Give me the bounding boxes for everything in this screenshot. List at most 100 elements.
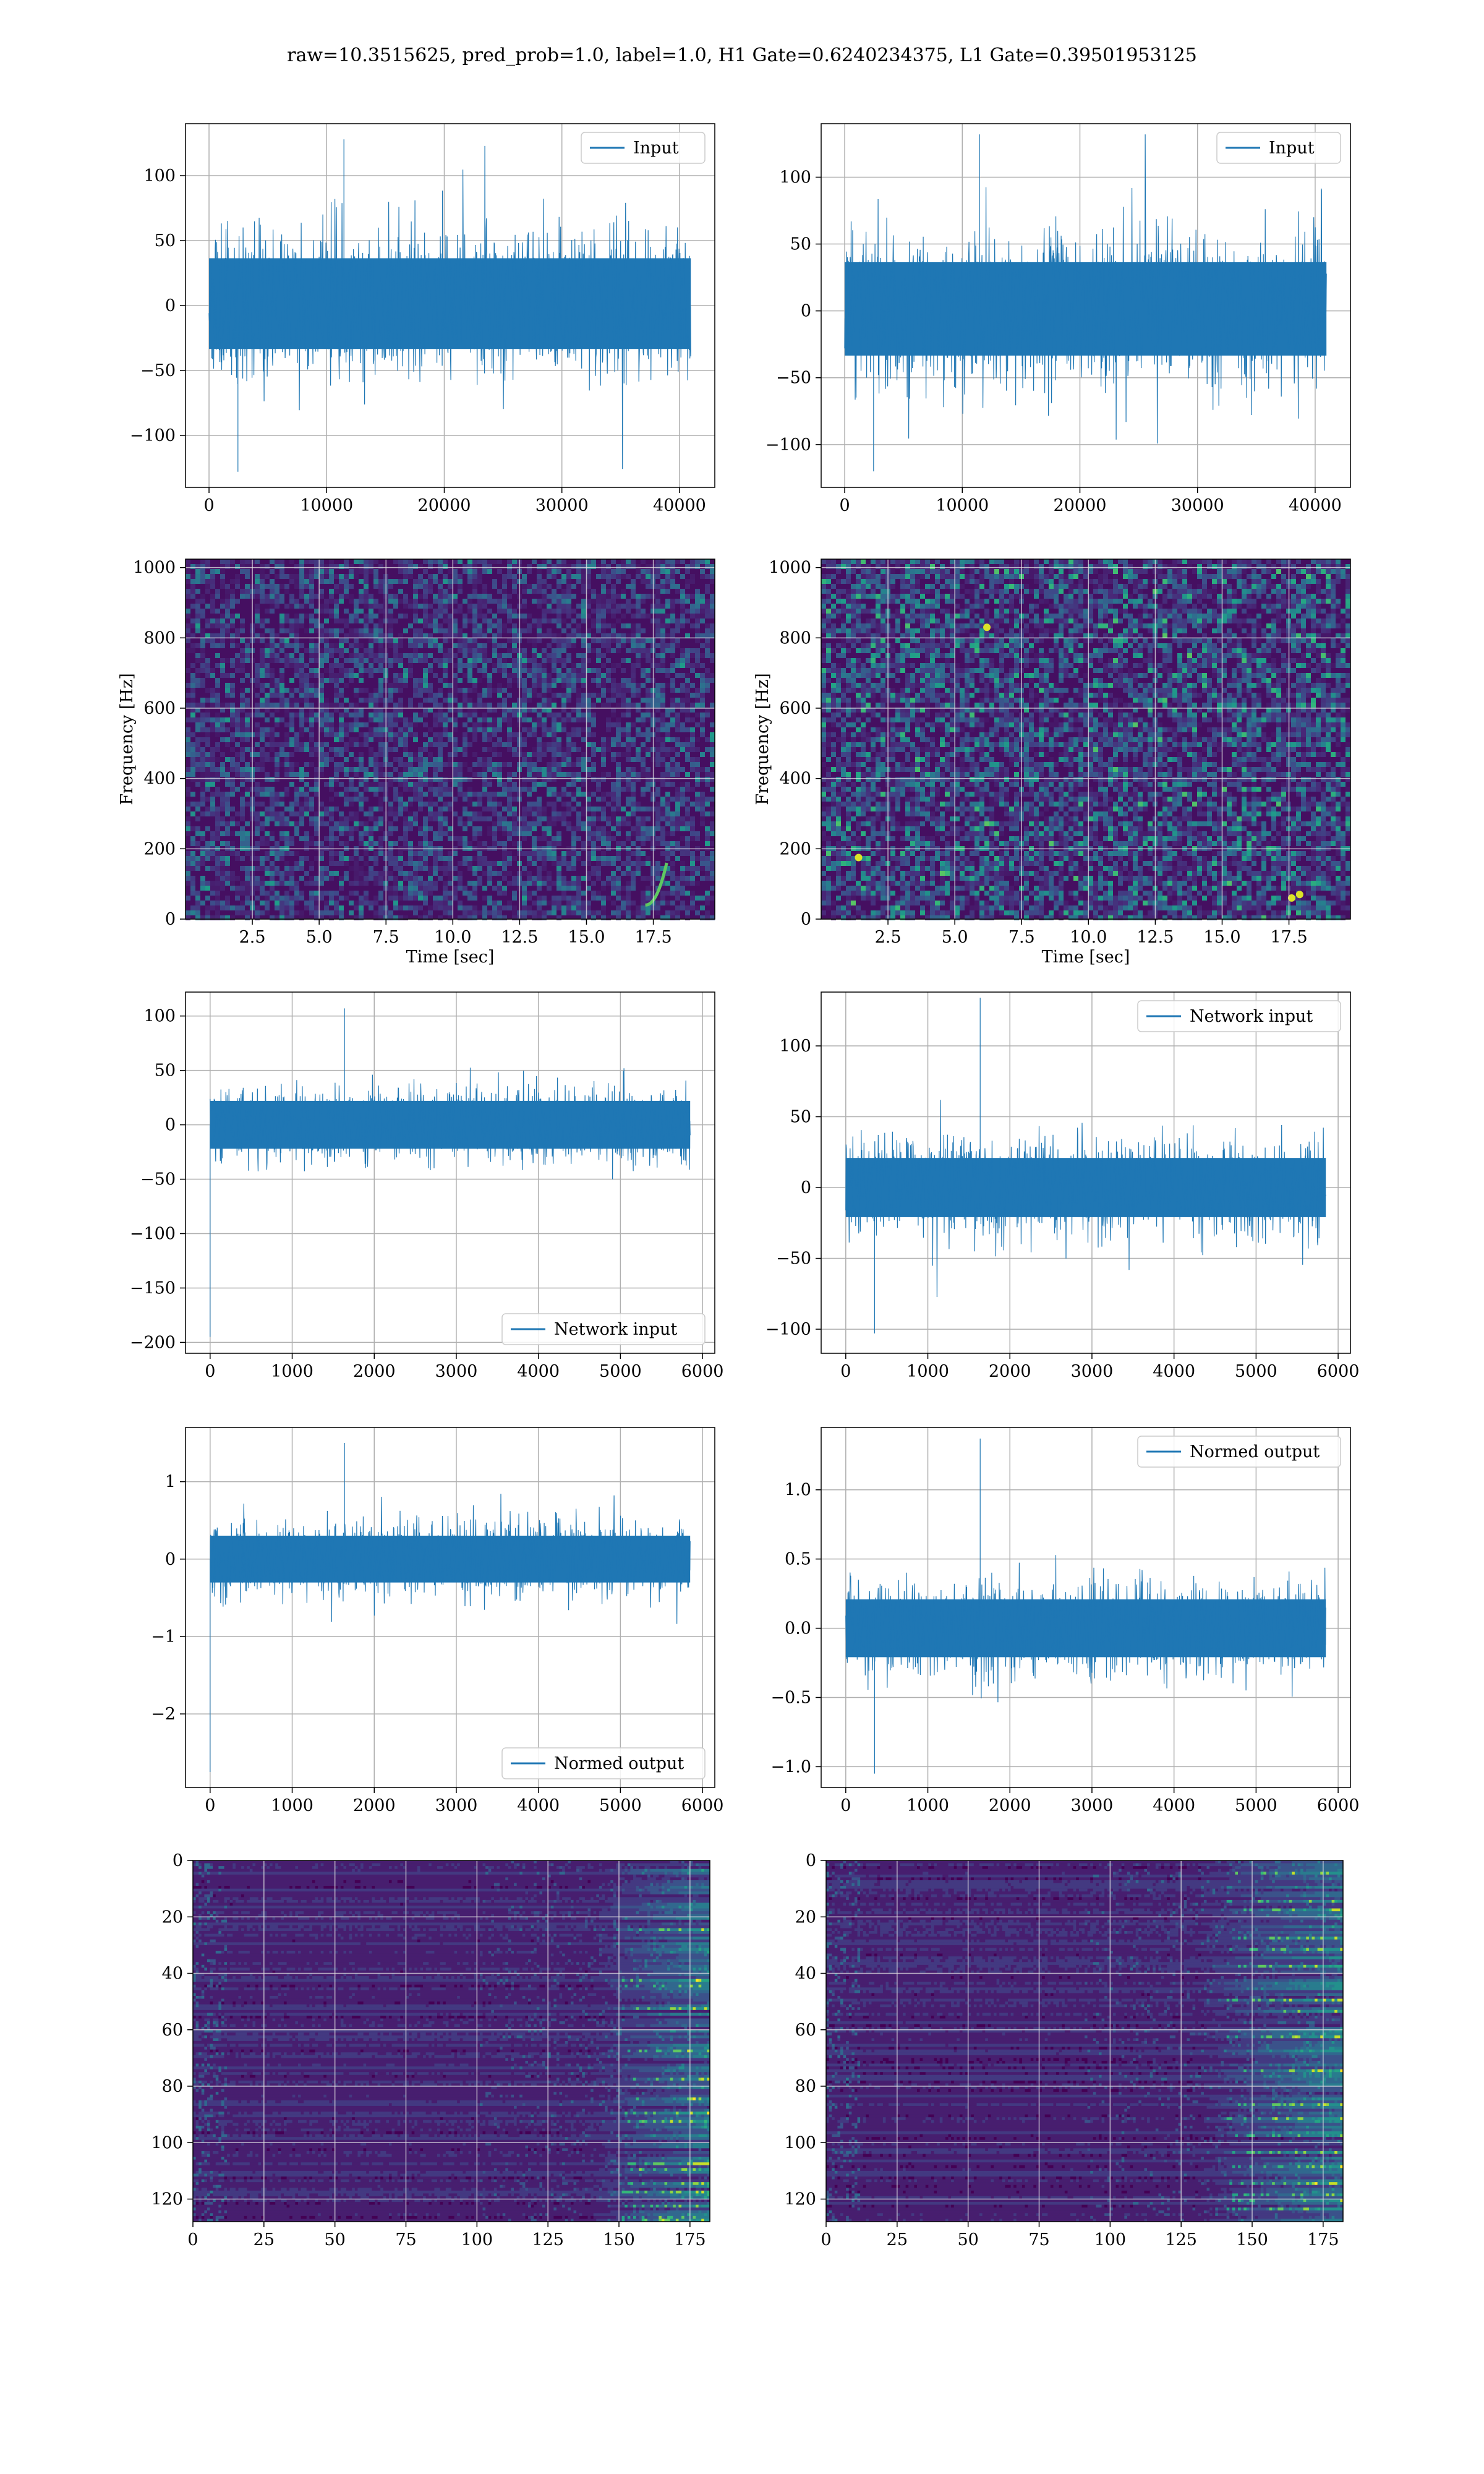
heatmap-cell — [413, 881, 418, 886]
heatmap-cell — [265, 643, 270, 648]
heatmap-cell — [260, 881, 265, 886]
heatmap-cell — [547, 643, 552, 648]
heatmap-cell — [566, 807, 571, 811]
heatmap-cell — [472, 633, 477, 638]
heatmap-cell — [438, 643, 443, 648]
heatmap-cell — [265, 584, 270, 589]
heatmap-cell — [467, 678, 472, 683]
heatmap-cell — [670, 737, 675, 742]
heatmap-cell — [626, 564, 631, 569]
heatmap-cell — [571, 866, 576, 871]
heatmap-cell — [472, 683, 477, 688]
heatmap-cell — [304, 703, 309, 708]
heatmap-cell — [482, 594, 487, 599]
heatmap-cell — [284, 703, 289, 708]
heatmap-cell — [487, 722, 492, 727]
heatmap-cell — [626, 747, 631, 752]
heatmap-cell — [586, 772, 591, 777]
heatmap-cell — [270, 851, 275, 856]
heatmap-cell — [210, 881, 215, 886]
heatmap-cell — [522, 871, 527, 876]
heatmap-cell — [329, 876, 334, 881]
heatmap-cell — [413, 594, 418, 599]
heatmap-cell — [319, 747, 324, 752]
heatmap-cell — [467, 708, 472, 713]
heatmap-cell — [294, 802, 299, 807]
heatmap-cell — [685, 841, 690, 846]
y-tick-label: 50 — [155, 231, 176, 250]
heatmap-cell — [329, 811, 334, 816]
heatmap-cell — [210, 599, 215, 604]
heatmap-cell — [339, 668, 344, 673]
heatmap-cell — [561, 792, 566, 797]
heatmap-cell — [294, 643, 299, 648]
heatmap-cell — [265, 693, 270, 698]
heatmap-cell — [270, 787, 275, 792]
heatmap-cell — [453, 673, 458, 678]
heatmap-cell — [270, 881, 275, 886]
heatmap-cell — [438, 787, 443, 792]
heatmap-cell — [591, 559, 596, 564]
heatmap-cell — [670, 861, 675, 866]
heatmap-cell — [309, 787, 314, 792]
heatmap-cell — [210, 668, 215, 673]
heatmap-cell — [418, 767, 423, 772]
heatmap-cell — [611, 668, 616, 673]
heatmap-cell — [497, 618, 502, 623]
heatmap-cell — [655, 599, 660, 604]
x-tick-label: 0 — [839, 496, 850, 515]
heatmap-cell — [710, 807, 715, 811]
heatmap-cell — [205, 638, 210, 643]
heatmap-cell — [586, 658, 591, 663]
heatmap-cell — [482, 787, 487, 792]
heatmap-cell — [314, 623, 319, 628]
heatmap-cell — [700, 713, 705, 717]
heatmap-cell — [279, 584, 284, 589]
heatmap-cell — [270, 569, 275, 574]
heatmap-cell — [190, 772, 195, 777]
heatmap-cell — [497, 663, 502, 668]
heatmap-cell — [354, 638, 359, 643]
heatmap-cell — [265, 836, 270, 841]
heatmap-cell — [255, 831, 260, 836]
heatmap-cell — [408, 787, 413, 792]
heatmap-cell — [655, 614, 660, 618]
heatmap-cell — [403, 891, 408, 896]
heatmap-cell — [502, 717, 507, 722]
heatmap-cell — [289, 876, 294, 881]
heatmap-cell — [655, 811, 660, 816]
heatmap-cell — [423, 638, 428, 643]
heatmap-cell — [299, 861, 304, 866]
heatmap-cell — [299, 579, 304, 584]
heatmap-cell — [200, 717, 205, 722]
heatmap-cell — [408, 653, 413, 658]
heatmap-cell — [373, 851, 378, 856]
heatmap-cell — [225, 811, 230, 816]
heatmap-cell — [265, 658, 270, 663]
heatmap-cell — [492, 648, 497, 653]
heatmap-cell — [487, 762, 492, 767]
heatmap-cell — [542, 708, 547, 713]
heatmap-cell — [275, 866, 279, 871]
heatmap-cell — [665, 821, 670, 826]
heatmap-cell — [304, 802, 309, 807]
heatmap-cell — [665, 623, 670, 628]
heatmap-cell — [685, 782, 690, 787]
heatmap-cell — [270, 886, 275, 891]
heatmap-cell — [487, 703, 492, 708]
heatmap-cell — [665, 747, 670, 752]
heatmap-cell — [240, 841, 245, 846]
heatmap-cell — [670, 688, 675, 693]
heatmap-cell — [433, 618, 438, 623]
heatmap-cell — [418, 826, 423, 831]
heatmap-cell — [616, 876, 621, 881]
heatmap-cell — [581, 693, 586, 698]
heatmap-cell — [641, 826, 646, 831]
heatmap-cell — [695, 609, 700, 614]
heatmap-cell — [339, 732, 344, 737]
heatmap-cell — [393, 861, 398, 866]
heatmap-cell — [507, 648, 512, 653]
heatmap-cell — [685, 747, 690, 752]
heatmap-cell — [245, 876, 250, 881]
heatmap-cell — [680, 792, 685, 797]
